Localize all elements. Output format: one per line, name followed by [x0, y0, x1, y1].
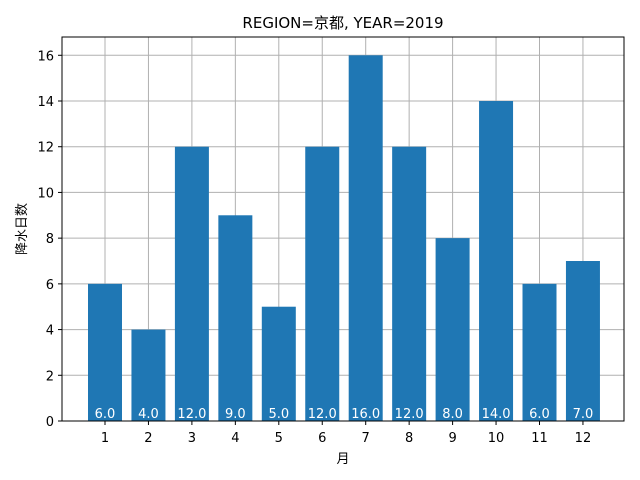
y-tick-label: 4 [46, 324, 54, 339]
y-tick-label: 8 [46, 232, 54, 247]
y-tick-label: 10 [37, 186, 54, 201]
bar-value-label: 8.0 [442, 407, 463, 422]
x-tick-label: 1 [101, 431, 109, 446]
x-tick-label: 7 [362, 431, 370, 446]
bar-value-label: 9.0 [225, 407, 246, 422]
bar [392, 146, 427, 421]
bar-value-label: 12.0 [177, 407, 206, 422]
bar [435, 238, 470, 421]
y-tick-label: 6 [46, 278, 54, 293]
chart-title: REGION=京都, YEAR=2019 [242, 14, 443, 32]
x-tick-label: 8 [405, 431, 413, 446]
data-labels: 6.0 4.0 12.0 9.0 5.0 12.0 16.0 12.0 8.0 14.0 6.0 7.… [95, 407, 594, 422]
x-axis-label: 月 [336, 452, 349, 467]
x-tick-label: 4 [231, 431, 239, 446]
bar [131, 329, 166, 421]
x-tick-label: 3 [188, 431, 196, 446]
y-tick-label: 16 [37, 49, 54, 64]
y-axis-ticks: 0 2 4 6 8 10 12 14 16 [37, 49, 62, 430]
bar [88, 283, 122, 421]
bar-value-label: 4.0 [138, 407, 159, 422]
bar [522, 283, 557, 421]
bars [88, 55, 600, 422]
bar-value-label: 16.0 [351, 407, 380, 422]
y-tick-label: 14 [37, 95, 54, 110]
y-tick-label: 12 [37, 141, 54, 156]
x-tick-label: 12 [575, 431, 592, 446]
bar [261, 306, 296, 421]
bar-value-label: 12.0 [308, 407, 337, 422]
y-tick-label: 0 [46, 415, 54, 430]
x-tick-label: 9 [448, 431, 456, 446]
bar-value-label: 6.0 [529, 407, 550, 422]
bar [348, 55, 383, 422]
bar [565, 261, 600, 421]
bar [305, 146, 340, 421]
bar-value-label: 7.0 [573, 407, 594, 422]
bar [218, 215, 253, 421]
y-tick-label: 2 [46, 369, 54, 384]
y-axis-label: 降水日数 [15, 203, 30, 255]
bar [479, 101, 514, 421]
bar-value-label: 5.0 [268, 407, 289, 422]
x-tick-label: 10 [488, 431, 505, 446]
x-tick-label: 11 [531, 431, 548, 446]
bar-value-label: 12.0 [395, 407, 424, 422]
bar [174, 146, 209, 421]
x-axis-ticks: 1 2 3 4 5 6 7 8 9 10 11 12 [101, 421, 591, 446]
plot-frame [61, 36, 625, 422]
x-tick-label: 5 [275, 431, 283, 446]
x-tick-label: 2 [144, 431, 152, 446]
bar-value-label: 6.0 [95, 407, 116, 422]
bar-value-label: 14.0 [482, 407, 511, 422]
x-tick-label: 6 [318, 431, 326, 446]
